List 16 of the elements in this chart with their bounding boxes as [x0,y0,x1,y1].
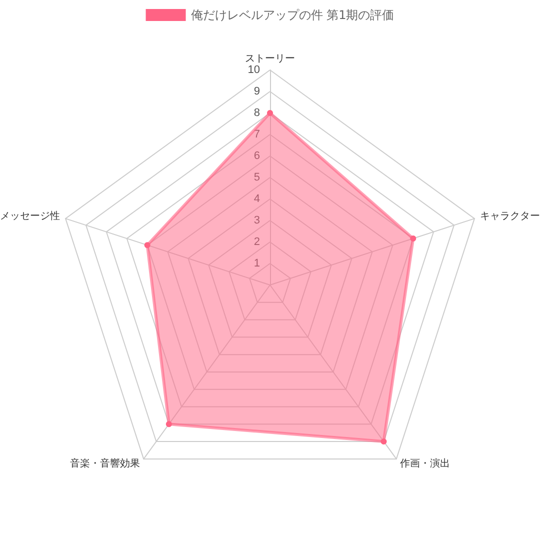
y-tick-label: 2 [254,236,260,248]
spoke-label: キャラクター [480,211,540,222]
y-tick-label: 10 [248,64,260,76]
spoke-label: 作画・演出 [398,457,450,470]
y-tick-label: 4 [254,193,260,205]
y-tick-label: 1 [254,258,260,270]
legend-label: 俺だけレベルアップの件 第1期の評価 [190,8,394,22]
y-tick-label: 6 [254,150,260,162]
spoke-label: メッセージ性 [0,210,60,222]
spoke-label: 音楽・音響効果 [70,457,140,470]
y-tick-label: 9 [254,86,260,98]
y-tick-label: 3 [254,214,260,226]
y-tick-label: 7 [254,128,260,140]
y-tick-label: 5 [254,172,260,184]
spoke-label: ストーリー [245,54,295,64]
y-tick-label: 8 [254,107,260,119]
